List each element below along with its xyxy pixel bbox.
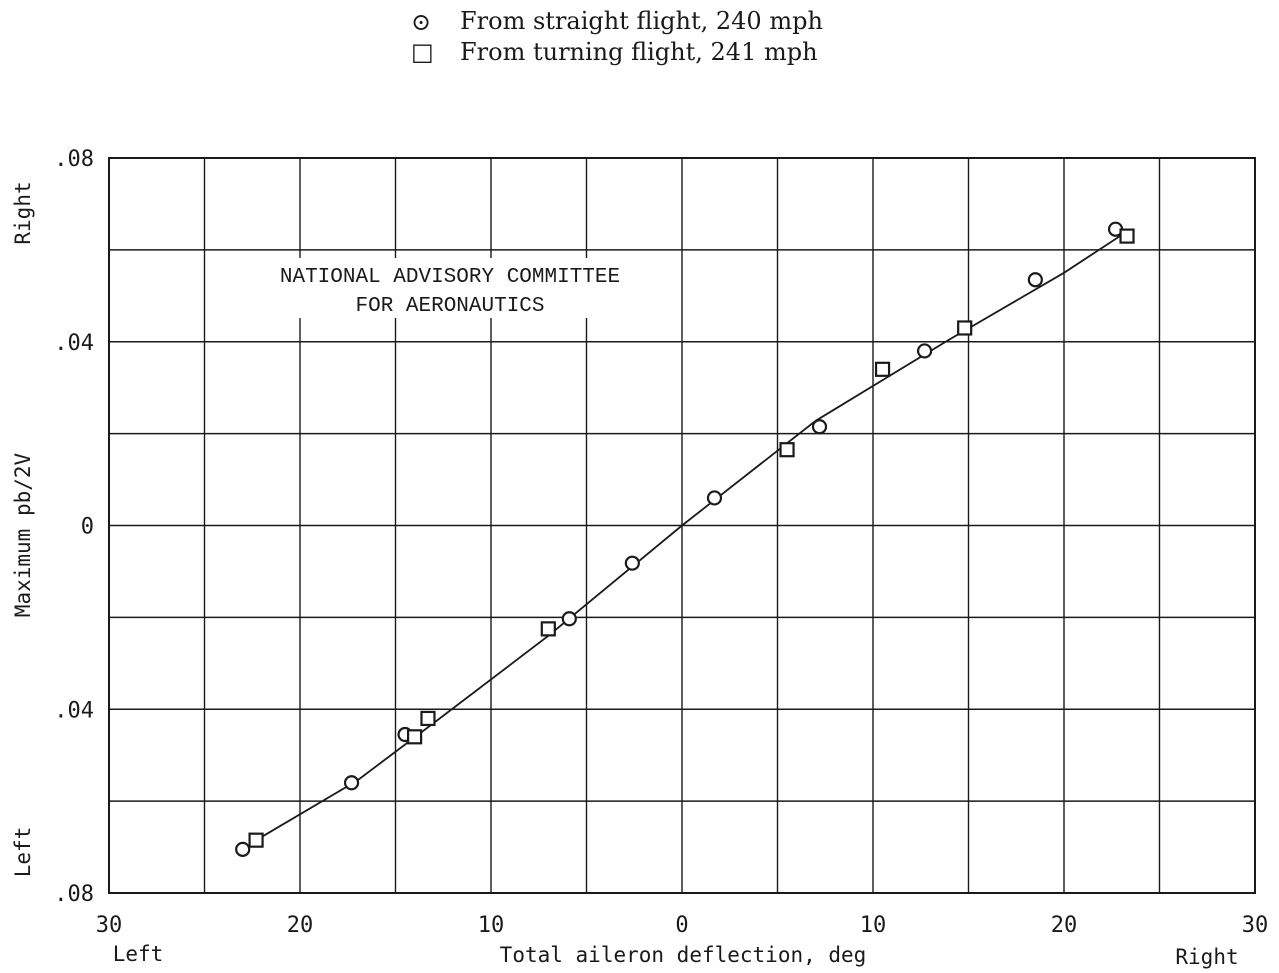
stamp-background xyxy=(228,258,673,318)
stamp-line-2: FOR AERONAUTICS xyxy=(355,295,544,318)
point-straight-flight xyxy=(706,490,723,506)
x-side-label-left: Left xyxy=(113,942,164,966)
point-straight-flight xyxy=(811,419,828,435)
point-turning-flight xyxy=(957,320,973,336)
x-tick-label: 20 xyxy=(287,913,314,938)
point-turning-flight xyxy=(1119,228,1135,244)
point-turning-flight xyxy=(779,442,795,458)
x-side-label-right: Right xyxy=(1175,945,1238,969)
x-tick-label: 30 xyxy=(1242,913,1269,938)
fit-line-layer xyxy=(255,230,1128,841)
point-straight-flight xyxy=(561,611,577,627)
x-tick-label: 10 xyxy=(860,913,887,938)
y-axis-title: Maximum pb/2V xyxy=(11,452,35,617)
point-turning-flight xyxy=(407,729,423,745)
x-tick-label: 20 xyxy=(1051,913,1078,938)
legend-turning-label: From turning flight, 241 mph xyxy=(460,38,818,66)
point-turning-flight xyxy=(540,621,556,637)
point-straight-flight xyxy=(235,841,251,857)
naca-stamp: NATIONAL ADVISORY COMMITTEE FOR AERONAUT… xyxy=(228,258,673,318)
y-tick-label: .04 xyxy=(54,331,94,356)
fit-line xyxy=(255,230,1128,841)
x-tick-label: 30 xyxy=(96,913,123,938)
y-side-label-bottom: Left xyxy=(11,827,35,878)
point-straight-flight xyxy=(343,775,360,791)
legend-turning-symbol: □ xyxy=(411,38,434,66)
point-turning-flight xyxy=(874,361,891,377)
tick-labels: 30 20 10 0 10 20 30.08.040.04.08 xyxy=(54,147,1268,938)
stamp-line-1: NATIONAL ADVISORY COMMITTEE xyxy=(280,266,620,289)
point-straight-flight xyxy=(916,343,933,359)
point-straight-flight xyxy=(1027,272,1043,288)
data-points xyxy=(235,221,1135,857)
legend-straight-symbol: ⊙ xyxy=(411,8,431,36)
legend: ⊙ From straight flight, 240 mph □ From t… xyxy=(411,7,823,66)
x-tick-label: 10 xyxy=(478,913,505,938)
x-tick-label: 0 xyxy=(675,913,688,938)
point-turning-flight xyxy=(420,710,436,727)
y-tick-label: .04 xyxy=(54,698,94,723)
y-tick-label: 0 xyxy=(81,515,94,540)
x-axis-title: Total aileron deflection, deg xyxy=(500,943,867,967)
y-tick-label: .08 xyxy=(54,147,94,172)
y-side-label-top: Right xyxy=(11,181,35,244)
point-straight-flight xyxy=(624,555,640,571)
plot-frame xyxy=(108,157,1256,894)
legend-straight-label: From straight flight, 240 mph xyxy=(460,7,823,35)
y-tick-label: .08 xyxy=(54,882,94,907)
point-turning-flight xyxy=(248,832,264,848)
